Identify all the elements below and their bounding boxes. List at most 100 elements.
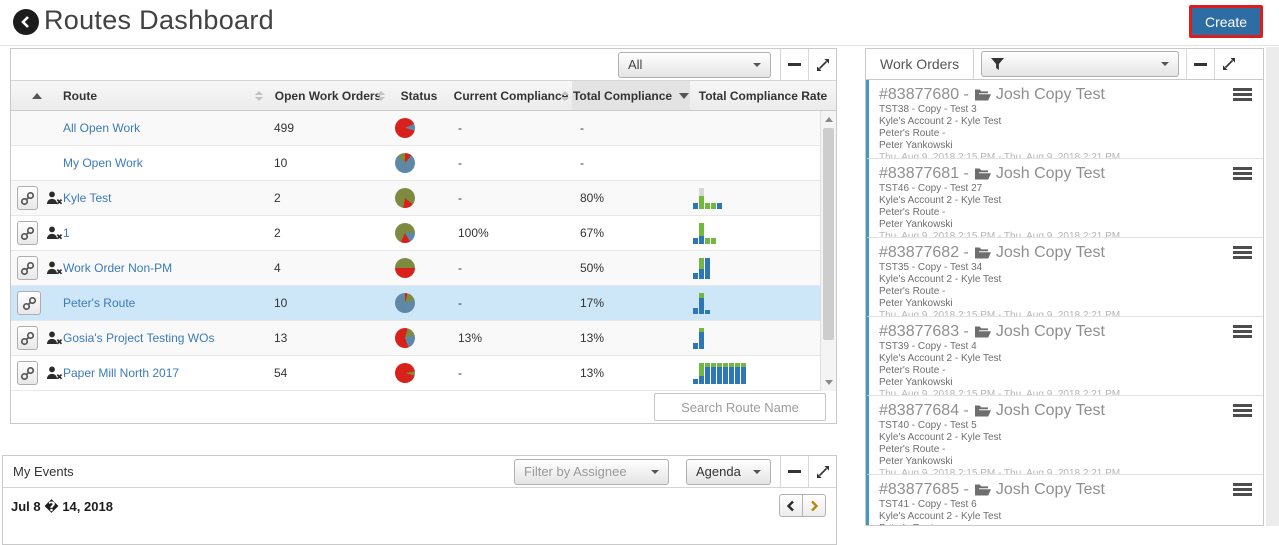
route-table-row[interactable]: Paper Mill North 2017 54 - 13%: [11, 356, 836, 391]
route-table-row[interactable]: 1 2 100% 67%: [11, 216, 836, 251]
row-actions-cell: [11, 326, 63, 350]
my-events-header: My Events Filter by Assignee Agenda: [3, 456, 836, 488]
work-order-menu-icon[interactable]: [1233, 167, 1252, 180]
route-name-cell: Kyle Test: [63, 191, 268, 205]
divider: [808, 49, 809, 80]
folder-icon: [974, 89, 991, 100]
scroll-down-icon[interactable]: [821, 375, 836, 390]
chevron-down-icon: [1161, 62, 1170, 66]
work-order-item[interactable]: #83877681 - Josh Copy Test TST46 - Copy -…: [866, 159, 1263, 238]
work-order-menu-icon[interactable]: [1233, 404, 1252, 417]
work-orders-tab[interactable]: Work Orders: [866, 49, 975, 79]
work-order-detail-line: Peter Yankowski: [879, 456, 953, 467]
work-order-menu-icon[interactable]: [1233, 88, 1252, 101]
work-order-item[interactable]: #83877683 - Josh Copy Test TST39 - Copy -…: [866, 317, 1263, 396]
search-route-input[interactable]: [654, 393, 826, 421]
compliance-rate-bars: [693, 292, 711, 314]
routes-search-row: [11, 391, 836, 423]
remove-assignee-icon[interactable]: [46, 261, 63, 275]
back-icon[interactable]: [13, 9, 39, 35]
remove-assignee-icon[interactable]: [46, 366, 63, 380]
table-scrollbar[interactable]: [820, 111, 836, 391]
route-table-row[interactable]: Work Order Non-PM 4 - 50%: [11, 251, 836, 286]
route-link[interactable]: Peter's Route: [63, 296, 136, 310]
column-header-sort[interactable]: [11, 81, 63, 110]
collapse-panel-icon[interactable]: [781, 456, 808, 487]
scroll-up-icon[interactable]: [821, 112, 836, 127]
work-order-menu-icon[interactable]: [1233, 246, 1252, 259]
status-pie-chart: [395, 118, 415, 138]
expand-panel-icon[interactable]: [809, 456, 836, 487]
column-header-route[interactable]: Route: [63, 81, 268, 110]
filter-by-assignee-dropdown[interactable]: Filter by Assignee: [514, 458, 669, 485]
column-header-total-compliance[interactable]: Total Compliance: [572, 81, 690, 110]
work-order-title: #83877685 - Josh Copy Test: [879, 480, 1227, 499]
total-compliance-value: -: [580, 156, 584, 170]
routes-filter-dropdown[interactable]: All: [618, 51, 771, 78]
collapse-panel-icon[interactable]: [1187, 49, 1214, 79]
work-order-detail-line: Kyle's Account 2 - Kyle Test: [879, 116, 1002, 127]
expand-panel-icon[interactable]: [1215, 49, 1242, 79]
open-work-orders-value: 54: [274, 366, 288, 380]
previous-week-button[interactable]: [779, 494, 803, 517]
work-order-menu-icon[interactable]: [1233, 325, 1252, 338]
column-header-current-compliance[interactable]: Current Compliance: [453, 88, 569, 103]
route-link[interactable]: My Open Work: [63, 156, 143, 170]
expand-panel-icon[interactable]: [809, 49, 836, 80]
link-work-orders-button[interactable]: [17, 186, 38, 210]
work-order-detail-line: Peter's Route -: [879, 365, 946, 376]
compliance-rate-cell: [690, 362, 836, 384]
column-header-total-compliance-rate[interactable]: Total Compliance Rate: [698, 88, 828, 103]
route-table-row[interactable]: My Open Work 10 - -: [11, 146, 836, 181]
link-work-orders-button[interactable]: [17, 221, 38, 245]
link-work-orders-button[interactable]: [17, 361, 38, 385]
collapse-panel-icon[interactable]: [781, 49, 808, 80]
spark-bar: [693, 343, 698, 349]
scrollbar-thumb[interactable]: [823, 128, 834, 340]
spark-bar: [699, 258, 704, 279]
folder-icon: [974, 484, 991, 495]
page-scrollbar-track[interactable]: [1266, 47, 1279, 526]
route-link[interactable]: Paper Mill North 2017: [63, 366, 180, 380]
route-table-row[interactable]: Kyle Test 2 - 80%: [11, 181, 836, 216]
work-order-menu-icon[interactable]: [1233, 483, 1252, 496]
current-compliance-value: -: [458, 366, 462, 380]
link-work-orders-button[interactable]: [17, 256, 38, 280]
remove-assignee-icon[interactable]: [46, 331, 63, 345]
total-compliance-value: 13%: [580, 366, 605, 380]
spark-bar: [723, 363, 728, 384]
route-link[interactable]: Gosia's Project Testing WOs: [63, 331, 215, 345]
link-work-orders-button[interactable]: [17, 326, 38, 350]
work-order-item[interactable]: #83877685 - Josh Copy Test TST41 - Copy -…: [866, 475, 1263, 525]
work-orders-filter-dropdown[interactable]: [981, 51, 1180, 77]
spark-bar: [705, 203, 710, 209]
route-link[interactable]: 1: [63, 226, 70, 240]
work-order-item[interactable]: #83877684 - Josh Copy Test TST40 - Copy -…: [866, 396, 1263, 475]
spark-bar: [699, 223, 704, 244]
route-table-row[interactable]: Gosia's Project Testing WOs 13 13% 13%: [11, 321, 836, 356]
route-table-row[interactable]: All Open Work 499 - -: [11, 111, 836, 146]
route-link[interactable]: Kyle Test: [63, 191, 112, 205]
link-work-orders-button[interactable]: [17, 291, 41, 315]
create-button[interactable]: Create: [1188, 5, 1263, 38]
work-order-item[interactable]: #83877680 - Josh Copy Test TST38 - Copy -…: [866, 80, 1263, 159]
agenda-view-dropdown[interactable]: Agenda: [686, 458, 771, 485]
remove-assignee-icon[interactable]: [46, 226, 63, 240]
spark-bar: [705, 238, 710, 244]
work-order-dates: Thu, Aug 9, 2018 2:15 PM - Thu, Aug 9, 2…: [879, 231, 1121, 238]
work-order-id: #83877681 -: [879, 165, 969, 182]
route-table-row[interactable]: Peter's Route 10 - 17%: [11, 286, 836, 321]
route-name-cell: Paper Mill North 2017: [63, 366, 268, 380]
next-week-button[interactable]: [802, 494, 826, 517]
route-name-cell: All Open Work: [63, 121, 268, 135]
column-header-status[interactable]: Status: [400, 88, 438, 103]
current-compliance-value: -: [458, 191, 462, 205]
work-order-id: #83877680 -: [879, 86, 969, 103]
routes-table-header: Route Open Work Orders Status Current Co…: [11, 81, 836, 111]
column-header-open-work-orders[interactable]: Open Work Orders: [268, 81, 388, 110]
route-link[interactable]: Work Order Non-PM: [63, 261, 173, 275]
work-order-item[interactable]: #83877682 - Josh Copy Test TST35 - Copy -…: [866, 238, 1263, 317]
work-order-detail-line: TST35 - Copy - Test 34: [879, 262, 983, 273]
route-link[interactable]: All Open Work: [63, 121, 141, 135]
remove-assignee-icon[interactable]: [46, 191, 63, 205]
